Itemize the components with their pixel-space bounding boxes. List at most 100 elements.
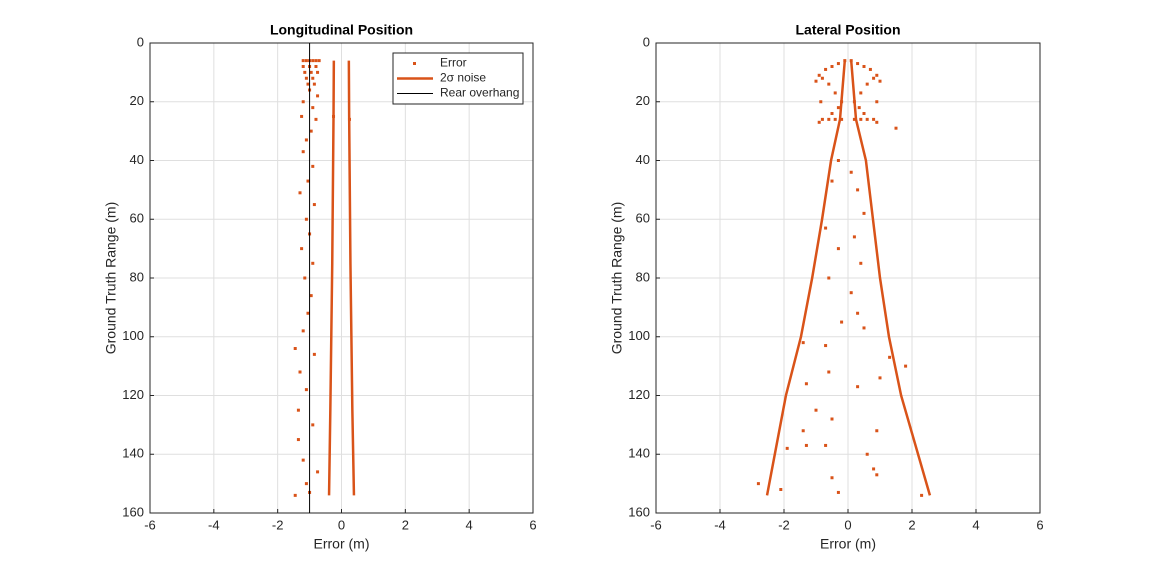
error-point [304, 482, 308, 486]
error-point [857, 106, 861, 110]
y-tick-label: 140 [628, 446, 650, 461]
x-tick-label: -2 [778, 517, 790, 532]
error-point [824, 226, 828, 230]
legend-label: Error [440, 56, 467, 70]
error-point [894, 126, 898, 130]
error-point [314, 117, 318, 121]
error-point [296, 408, 300, 412]
error-point [849, 291, 853, 295]
axes-box [655, 42, 1041, 514]
error-point [801, 429, 805, 433]
error-point [301, 329, 305, 333]
y-axis-label: Ground Truth Range (m) [103, 202, 119, 355]
axes-box [149, 42, 534, 514]
error-point [311, 59, 315, 63]
error-point [820, 117, 824, 121]
y-tick-label: 0 [643, 34, 650, 49]
y-tick-label: 20 [636, 93, 650, 108]
error-point [300, 114, 304, 118]
error-point [840, 117, 844, 121]
error-point [311, 164, 315, 168]
error-point [856, 385, 860, 389]
y-tick-label: 160 [628, 504, 650, 519]
error-point [833, 117, 837, 121]
error-point [301, 59, 305, 63]
y-tick-label: 100 [122, 328, 144, 343]
error-point [888, 355, 892, 359]
error-point [309, 294, 313, 298]
y-tick-label: 60 [636, 211, 650, 226]
error-point [306, 179, 310, 183]
error-point [872, 467, 876, 471]
error-point [312, 82, 316, 86]
x-tick-label: -4 [714, 517, 726, 532]
error-point [830, 417, 834, 421]
error-point [311, 76, 315, 80]
error-point [824, 67, 828, 71]
y-tick-label: 120 [628, 387, 650, 402]
error-point [856, 311, 860, 315]
error-point [814, 408, 818, 412]
error-point [852, 117, 856, 121]
error-point [827, 117, 831, 121]
error-point [836, 490, 840, 494]
error-point [311, 106, 315, 110]
error-point [804, 382, 808, 386]
error-point [801, 341, 805, 345]
error-point [779, 488, 783, 491]
line-series [347, 60, 356, 496]
error-point [865, 82, 869, 86]
x-tick-label: -6 [650, 517, 662, 532]
y-tick-label: 160 [122, 504, 144, 519]
error-point [301, 100, 305, 104]
error-point [303, 70, 307, 74]
x-tick-label: 2 [908, 517, 915, 532]
subplot: -6 -4 -2 0 2 4 6020406080100120140160Longitudi… [103, 22, 537, 552]
x-tick-label: 6 [529, 517, 536, 532]
error-point [314, 59, 318, 63]
x-tick-label: 4 [972, 517, 979, 532]
error-point [859, 261, 863, 265]
y-tick-label: 60 [130, 211, 144, 226]
error-point [293, 347, 297, 350]
error-point [304, 76, 308, 80]
error-point [311, 261, 315, 265]
error-point [878, 376, 882, 380]
error-point [316, 470, 320, 474]
chart-title: Longitudinal Position [270, 22, 413, 38]
y-tick-label: 80 [636, 269, 650, 284]
x-axis-label: Error (m) [820, 536, 876, 552]
error-point [316, 94, 320, 98]
y-tick-label: 140 [122, 446, 144, 461]
x-tick-label: 2 [402, 517, 409, 532]
error-point [309, 70, 313, 74]
error-point [920, 493, 924, 497]
error-point [293, 493, 297, 497]
error-point [312, 203, 316, 207]
error-point [840, 320, 844, 324]
error-point [301, 458, 305, 462]
error-point [311, 423, 315, 427]
error-point [830, 179, 834, 183]
error-point [301, 150, 305, 154]
error-point [833, 91, 837, 95]
error-point [849, 170, 853, 174]
error-point [836, 106, 840, 110]
y-tick-label: 80 [130, 269, 144, 284]
error-point [862, 65, 866, 68]
error-point [827, 370, 831, 374]
x-tick-label: 0 [338, 517, 345, 532]
error-point [316, 70, 320, 74]
error-point [312, 352, 316, 356]
error-point [819, 100, 823, 104]
line-series [765, 60, 847, 496]
x-tick-label: 4 [466, 517, 473, 532]
y-tick-label: 40 [636, 152, 650, 167]
error-point [304, 59, 308, 63]
y-tick-label: 20 [130, 93, 144, 108]
error-point [304, 138, 308, 142]
error-point [852, 235, 856, 239]
error-point [785, 446, 789, 450]
